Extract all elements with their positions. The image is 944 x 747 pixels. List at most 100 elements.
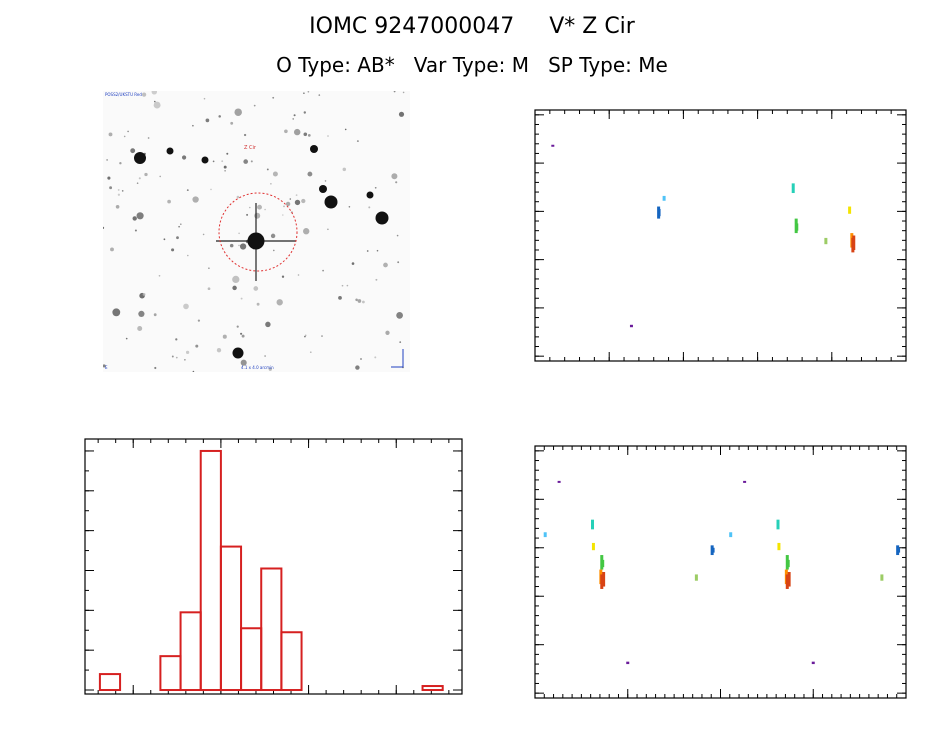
sky-star (185, 350, 190, 355)
sky-star (303, 111, 306, 114)
sky-star (153, 101, 161, 109)
sky-star (138, 310, 145, 317)
sky-star (243, 133, 247, 137)
sky-star (212, 160, 215, 163)
sky-star (264, 208, 266, 211)
data-point-red (787, 572, 791, 587)
sky-star (138, 177, 141, 180)
data-point-lightgreen (824, 237, 828, 245)
sky-star (264, 355, 266, 357)
sky-star (351, 262, 355, 265)
sky-star (304, 335, 306, 338)
sky-star (250, 160, 253, 163)
sky-star (338, 296, 342, 300)
sky-star (176, 236, 179, 240)
data-point-blue (657, 208, 661, 217)
sky-star (109, 186, 113, 190)
sky-star (186, 189, 189, 192)
sky-star (115, 204, 120, 209)
sky-star (253, 104, 256, 107)
sky-star (184, 359, 186, 361)
target-label: Z Cir (244, 145, 257, 151)
sky-image: Z Cir POSS2/UKSTU Red E 4.1 x 4.0 arcmin (103, 91, 410, 372)
sky-star (374, 186, 377, 189)
sky-star (292, 118, 294, 120)
sky-star (391, 173, 398, 180)
sky-star (137, 326, 143, 331)
sky-star (240, 359, 247, 366)
sky-star (301, 198, 306, 204)
sky-star (202, 233, 205, 236)
sky-star (307, 171, 313, 177)
sky-star (230, 121, 234, 125)
sky-star (205, 118, 210, 123)
sky-star (197, 319, 201, 322)
sky-star (222, 334, 227, 339)
sky-star (257, 204, 262, 210)
sky-star (294, 199, 301, 206)
scale-label: 4.1 x 4.0 arcmin (241, 365, 274, 370)
sky-star (398, 111, 405, 117)
sky-star (341, 284, 344, 287)
histogram-bar (179, 611, 202, 692)
data-point-red (852, 235, 856, 250)
sky-star (234, 108, 242, 116)
east-label: E (105, 365, 108, 370)
sky-star (399, 341, 402, 343)
sky-star (270, 233, 276, 239)
sky-star (171, 248, 175, 252)
data-point-lightblue (729, 532, 733, 538)
target-circle (218, 192, 298, 272)
sky-star (366, 250, 369, 252)
data-point-yellow (777, 542, 781, 551)
histogram-bar (199, 449, 222, 692)
object-title: IOMC 9247000047 V* Z Cir (309, 14, 635, 39)
sky-star (208, 267, 210, 269)
sky-star (218, 115, 221, 118)
sky-star (171, 355, 174, 358)
sky-star (368, 206, 371, 209)
sky-star (342, 167, 347, 172)
sky-star (253, 286, 259, 291)
sky-star (359, 357, 363, 361)
sky-star (266, 168, 269, 171)
sky-star (195, 344, 199, 348)
sky-star (103, 226, 105, 230)
sky-star (180, 223, 182, 225)
sky-star (123, 135, 126, 138)
sky-star-bright (134, 152, 146, 164)
sky-star (324, 180, 327, 182)
sky-star (207, 287, 211, 291)
data-point-violet (811, 661, 815, 665)
data-point-cyan (776, 519, 780, 530)
sky-star (107, 176, 111, 180)
sky-star (178, 225, 180, 228)
sky-star (303, 228, 310, 235)
data-point-blue (897, 547, 901, 553)
data-point-violet (557, 480, 561, 483)
sky-star (327, 135, 329, 137)
sky-star (303, 92, 305, 94)
sky-star (192, 124, 194, 127)
sky-star (243, 159, 249, 164)
sky-star (295, 194, 298, 196)
sky-stars (103, 91, 405, 372)
sky-star (226, 152, 229, 155)
sky-star-bright (310, 145, 318, 153)
sky-star (272, 96, 275, 99)
sky-star (268, 367, 272, 371)
sky-star (229, 243, 234, 248)
sky-star (153, 313, 157, 317)
target-star (216, 203, 296, 281)
plot-frame (534, 445, 907, 699)
sky-star (127, 130, 129, 133)
histogram-bar (240, 627, 263, 692)
sky-star (142, 292, 146, 296)
sky-star (110, 247, 114, 252)
sky-star (385, 330, 390, 335)
data-point-yellow (591, 542, 595, 551)
histogram-chart (84, 438, 463, 695)
sky-star (362, 300, 365, 304)
sky-star (307, 91, 310, 93)
sky-star (136, 212, 144, 220)
